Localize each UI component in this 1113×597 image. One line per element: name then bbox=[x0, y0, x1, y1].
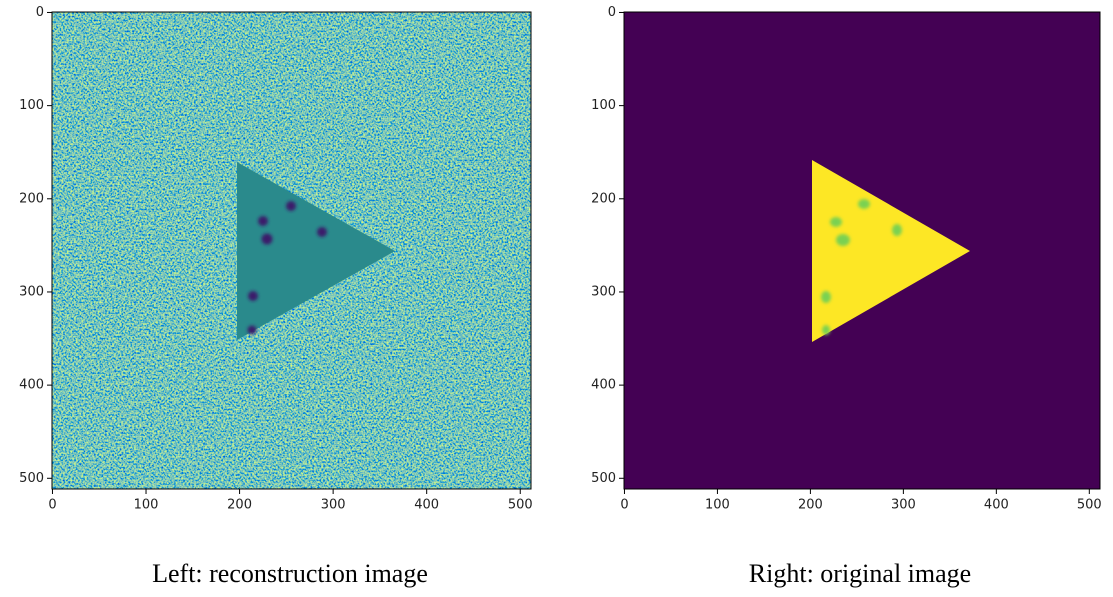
y-tick-label: 100 bbox=[591, 98, 616, 113]
x-tick-label: 100 bbox=[134, 498, 159, 513]
x-tick-label: 400 bbox=[984, 498, 1009, 513]
caption: Right: original image bbox=[749, 559, 971, 588]
x-tick-label: 0 bbox=[48, 498, 56, 513]
original-image bbox=[624, 12, 1100, 489]
y-tick-label: 300 bbox=[591, 284, 616, 299]
x-tick-label: 0 bbox=[620, 498, 628, 513]
y-tick-label: 0 bbox=[608, 5, 616, 20]
caption: Left: reconstruction image bbox=[152, 559, 428, 588]
reconstruction-image bbox=[52, 12, 531, 489]
page: {"chart_data": [ {"type": "image", "capt… bbox=[0, 0, 1113, 593]
y-tick-label: 300 bbox=[19, 284, 44, 299]
y-tick-label: 200 bbox=[19, 191, 44, 206]
x-tick-label: 300 bbox=[321, 498, 346, 513]
y-tick-label: 200 bbox=[591, 191, 616, 206]
x-tick-label: 300 bbox=[891, 498, 916, 513]
x-tick-label: 500 bbox=[1077, 498, 1102, 513]
x-tick-label: 100 bbox=[705, 498, 730, 513]
y-tick-label: 0 bbox=[36, 5, 44, 20]
x-tick-label: 500 bbox=[508, 498, 533, 513]
y-tick-label: 500 bbox=[591, 471, 616, 486]
y-tick-label: 400 bbox=[591, 378, 616, 393]
x-tick-label: 200 bbox=[798, 498, 823, 513]
y-tick-label: 500 bbox=[19, 471, 44, 486]
y-tick-label: 400 bbox=[19, 378, 44, 393]
x-tick-label: 400 bbox=[414, 498, 439, 513]
y-tick-label: 100 bbox=[19, 98, 44, 113]
x-tick-label: 200 bbox=[227, 498, 252, 513]
figure: 0 100 200 300 400 500 0 100 200 300 400 500 Left: re… bbox=[0, 0, 1113, 593]
